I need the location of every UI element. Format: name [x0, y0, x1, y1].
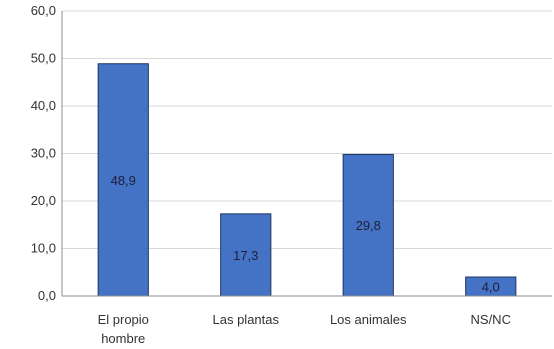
y-tick-label: 50,0 [31, 51, 56, 66]
y-tick-label: 10,0 [31, 241, 56, 256]
bars [97, 63, 517, 297]
y-tick-label: 20,0 [31, 193, 56, 208]
bar [342, 153, 394, 297]
data-label: 17,3 [233, 248, 258, 263]
x-tick-label: Las plantas [213, 312, 280, 327]
x-tick-label: El propio [98, 312, 149, 327]
axes [61, 11, 552, 297]
x-tick-label: hombre [101, 331, 145, 346]
labels: 0,0 10,0 20,0 30,0 40,0 50,0 60,0 48,9 El propio… [31, 3, 511, 346]
data-label: 48,9 [111, 173, 136, 188]
y-tick-label: 30,0 [31, 146, 56, 161]
x-tick-label: NS/NC [471, 312, 511, 327]
y-tick-label: 0,0 [38, 288, 56, 303]
data-label: 29,8 [356, 218, 381, 233]
data-label: 4,0 [482, 280, 500, 295]
x-tick-label: Los animales [330, 312, 407, 327]
y-tick-label: 60,0 [31, 3, 56, 18]
bar [220, 213, 272, 297]
y-tick-label: 40,0 [31, 98, 56, 113]
